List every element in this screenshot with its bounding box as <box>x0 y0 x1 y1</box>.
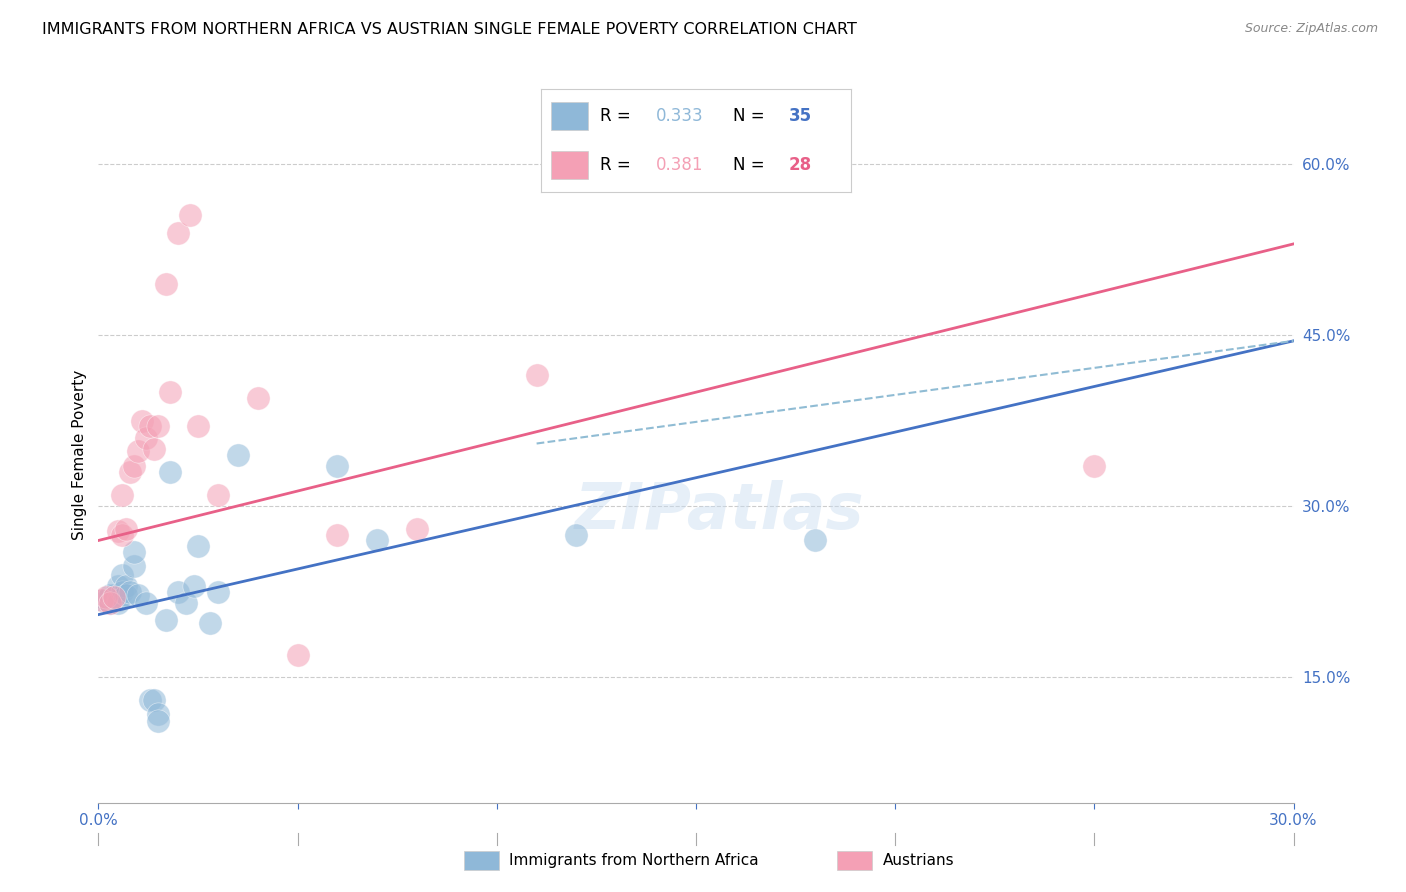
Point <box>1083 459 1105 474</box>
Text: 28: 28 <box>789 156 811 174</box>
Text: 35: 35 <box>789 107 811 125</box>
Point <box>111 584 134 599</box>
Text: R =: R = <box>600 156 636 174</box>
Point <box>127 588 149 602</box>
Point <box>91 592 114 607</box>
Point <box>183 579 205 593</box>
Text: 0.333: 0.333 <box>655 107 703 125</box>
Text: IMMIGRANTS FROM NORTHERN AFRICA VS AUSTRIAN SINGLE FEMALE POVERTY CORRELATION CH: IMMIGRANTS FROM NORTHERN AFRICA VS AUSTR… <box>42 22 858 37</box>
Text: Immigrants from Northern Africa: Immigrants from Northern Africa <box>509 854 759 868</box>
Point <box>115 588 138 602</box>
Point <box>326 528 349 542</box>
Point <box>155 613 177 627</box>
Text: Austrians: Austrians <box>883 854 955 868</box>
Point <box>406 522 429 536</box>
Point <box>124 558 146 573</box>
Point <box>143 442 166 457</box>
Point <box>127 444 149 458</box>
Y-axis label: Single Female Poverty: Single Female Poverty <box>72 370 87 540</box>
Point <box>804 533 827 548</box>
Point <box>111 528 134 542</box>
Point <box>366 533 388 548</box>
Point <box>124 459 146 474</box>
Text: ZIPatlas: ZIPatlas <box>575 480 865 541</box>
Point <box>139 419 162 434</box>
Point <box>107 579 129 593</box>
Point <box>179 208 201 222</box>
Point <box>287 648 309 662</box>
Point <box>120 584 142 599</box>
Point <box>96 591 118 605</box>
Point <box>124 545 146 559</box>
Point <box>111 567 134 582</box>
Bar <box>464 851 499 871</box>
Point <box>139 693 162 707</box>
Point <box>159 465 181 479</box>
Text: N =: N = <box>733 156 770 174</box>
Point <box>91 592 114 607</box>
Point <box>167 584 190 599</box>
Point <box>565 528 588 542</box>
Point <box>207 488 229 502</box>
Text: N =: N = <box>733 107 770 125</box>
Point <box>103 588 125 602</box>
Point <box>187 419 209 434</box>
Point <box>135 596 157 610</box>
Point <box>148 419 170 434</box>
Text: Source: ZipAtlas.com: Source: ZipAtlas.com <box>1244 22 1378 36</box>
Point <box>111 488 134 502</box>
Point <box>148 706 170 721</box>
Point <box>148 714 170 728</box>
Point <box>198 615 221 630</box>
Point <box>131 414 153 428</box>
Point <box>526 368 548 382</box>
Point <box>159 385 181 400</box>
Point <box>174 596 197 610</box>
Point <box>103 592 125 607</box>
Point <box>155 277 177 291</box>
Point <box>135 431 157 445</box>
Point <box>100 596 122 610</box>
Point <box>100 588 122 602</box>
Point <box>167 226 190 240</box>
Point <box>115 522 138 536</box>
Text: R =: R = <box>600 107 636 125</box>
Bar <box>551 102 588 130</box>
Point <box>120 465 142 479</box>
Point <box>326 459 349 474</box>
Point <box>207 584 229 599</box>
Text: 0.381: 0.381 <box>655 156 703 174</box>
Point <box>100 596 122 610</box>
Point <box>115 579 138 593</box>
Point <box>107 592 129 607</box>
Bar <box>551 151 588 179</box>
Point <box>103 591 125 605</box>
Point <box>96 592 118 607</box>
Point <box>246 391 269 405</box>
Point <box>107 524 129 539</box>
Point <box>143 693 166 707</box>
Bar <box>837 851 872 871</box>
Point <box>107 596 129 610</box>
Point <box>226 448 249 462</box>
Point <box>187 539 209 553</box>
